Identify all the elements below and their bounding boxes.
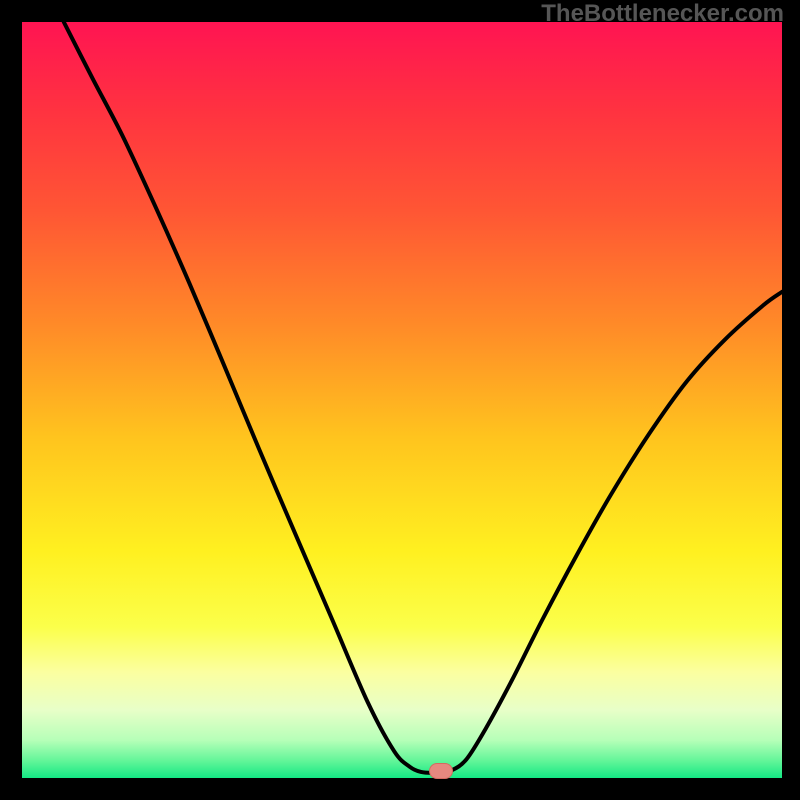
optimum-marker bbox=[429, 763, 453, 779]
plot-area bbox=[22, 22, 782, 778]
curve-path bbox=[64, 22, 782, 773]
chart-container: TheBottlenecker.com bbox=[0, 0, 800, 800]
bottleneck-curve bbox=[22, 22, 782, 778]
attribution-text: TheBottlenecker.com bbox=[541, 0, 784, 28]
